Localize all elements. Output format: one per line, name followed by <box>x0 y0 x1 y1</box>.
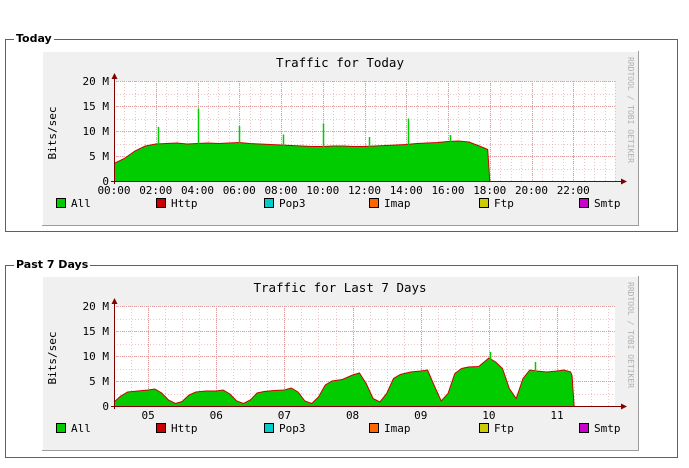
x-axis-arrow <box>621 403 627 410</box>
x-tick-label: 06:00 <box>223 184 256 197</box>
x-tick-label: 04:00 <box>181 184 214 197</box>
week-traffic-chart: 0 5 M 10 M 15 M 20 M 05 06 07 08 09 10 11 Traffic fo… <box>42 276 639 451</box>
x-tick-label: 09 <box>414 409 427 422</box>
today-graph: 0 5 M 10 M 15 M 20 M 00:00 02:00 04:00 06:00 08:0… <box>42 51 639 226</box>
y-axis-arrow <box>111 73 118 79</box>
chart-title: Traffic for Last 7 Days <box>253 280 426 295</box>
legend-swatch-smtp <box>579 198 589 208</box>
y-tick-label: 10 M <box>83 350 110 363</box>
legend-label-ftp: Ftp <box>494 197 514 210</box>
y-tick-label: 20 M <box>83 75 110 88</box>
y-tick-label: 15 M <box>83 100 110 113</box>
x-tick-label: 08 <box>346 409 359 422</box>
x-tick-label: 11 <box>550 409 563 422</box>
legend-label-pop3: Pop3 <box>279 197 306 210</box>
x-tick-label: 06 <box>210 409 223 422</box>
legend-swatch-smtp <box>579 423 589 433</box>
x-tick-label: 08:00 <box>264 184 297 197</box>
week-panel-heading: Past 7 Days <box>14 258 91 272</box>
today-traffic-chart: 0 5 M 10 M 15 M 20 M 00:00 02:00 04:00 06:00 08:0… <box>42 51 639 226</box>
week-graph: 0 5 M 10 M 15 M 20 M 05 06 07 08 09 10 11 Traffic fo… <box>42 276 639 451</box>
legend-label-imap: Imap <box>384 197 411 210</box>
legend-label-all: All <box>71 197 91 210</box>
x-tick-label: 07 <box>278 409 291 422</box>
legend-label-ftp: Ftp <box>494 422 514 435</box>
x-tick-label: 14:00 <box>390 184 423 197</box>
legend-label-smtp: Smtp <box>594 422 621 435</box>
y-tick-label: 0 <box>102 400 109 413</box>
chart-title: Traffic for Today <box>276 55 404 70</box>
series-outline <box>113 140 491 182</box>
today-panel: Today 0 5 M 10 M 15 M 20 M 00:00 02:00 04:00 06:… <box>5 32 678 232</box>
y-axis-label: Bits/sec <box>46 107 59 160</box>
legend-label-imap: Imap <box>384 422 411 435</box>
y-axis-arrow <box>111 298 118 304</box>
today-panel-heading: Today <box>14 32 54 46</box>
x-tick-label: 00:00 <box>97 184 130 197</box>
series-outline <box>113 357 575 407</box>
area-series-all <box>114 141 490 181</box>
y-tick-label: 0 <box>102 175 109 188</box>
legend-label-http: Http <box>171 422 198 435</box>
legend-swatch-imap <box>369 423 379 433</box>
x-tick-label: 02:00 <box>139 184 172 197</box>
rrdtool-side-label: RRDTOOL / TOBI OETIKER <box>626 282 635 388</box>
x-tick-label: 22:00 <box>557 184 590 197</box>
legend-label-pop3: Pop3 <box>279 422 306 435</box>
x-axis-arrow <box>621 178 627 185</box>
x-tick-label: 12:00 <box>348 184 381 197</box>
y-tick-label: 10 M <box>83 125 110 138</box>
x-tick-label: 05 <box>141 409 154 422</box>
rrdtool-side-label: RRDTOOL / TOBI OETIKER <box>626 57 635 163</box>
legend-label-smtp: Smtp <box>594 197 621 210</box>
week-panel: Past 7 Days 0 5 M 10 M 15 M 20 M 05 06 07 08 09 10… <box>5 258 678 458</box>
y-tick-label: 5 M <box>89 150 109 163</box>
legend-swatch-imap <box>369 198 379 208</box>
legend-label-http: Http <box>171 197 198 210</box>
legend-swatch-all <box>56 423 66 433</box>
y-tick-label: 5 M <box>89 375 109 388</box>
y-axis-label: Bits/sec <box>46 332 59 385</box>
x-tick-label: 10 <box>482 409 495 422</box>
legend-swatch-ftp <box>479 423 489 433</box>
legend-swatch-ftp <box>479 198 489 208</box>
legend-label-all: All <box>71 422 91 435</box>
legend-swatch-all <box>56 198 66 208</box>
y-tick-label: 15 M <box>83 325 110 338</box>
x-tick-label: 20:00 <box>515 184 548 197</box>
legend-swatch-pop3 <box>264 423 274 433</box>
x-tick-label: 10:00 <box>306 184 339 197</box>
y-tick-label: 20 M <box>83 300 110 313</box>
x-tick-label: 18:00 <box>473 184 506 197</box>
legend-swatch-http <box>156 198 166 208</box>
legend-swatch-http <box>156 423 166 433</box>
legend-swatch-pop3 <box>264 198 274 208</box>
x-tick-label: 16:00 <box>431 184 464 197</box>
